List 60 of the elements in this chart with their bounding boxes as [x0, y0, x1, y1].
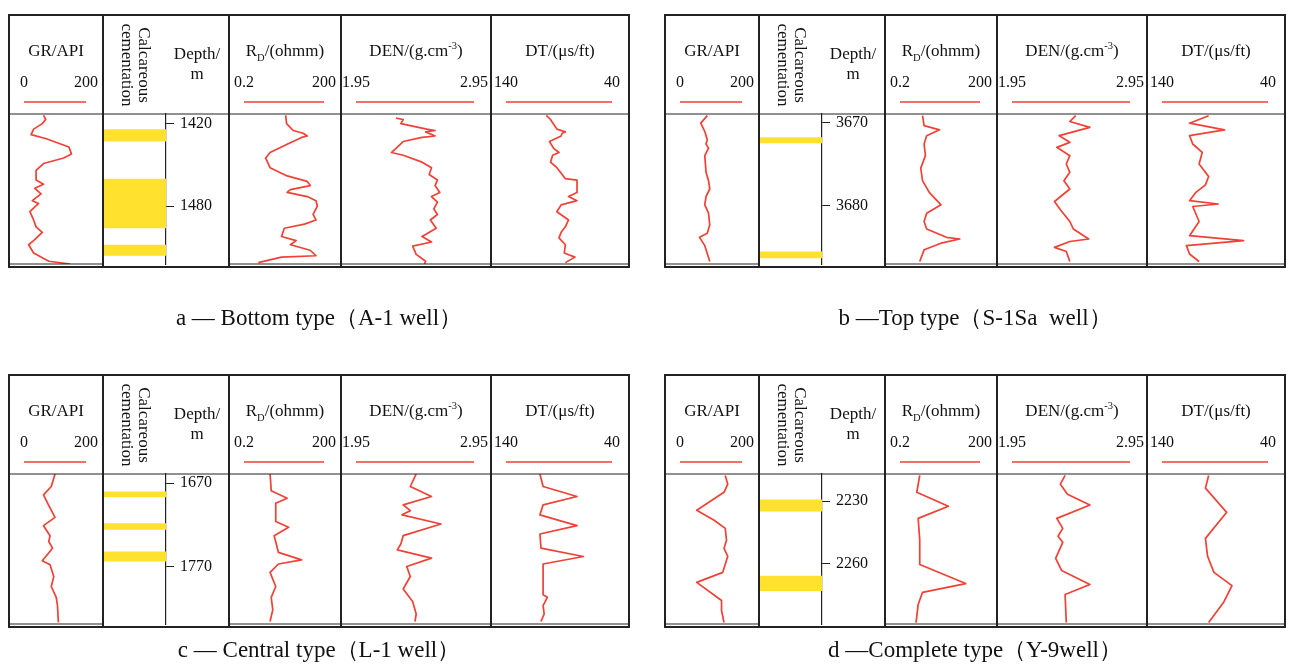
- x-tick-label: 0.2: [234, 72, 254, 90]
- chart-title: DT/(μs/ft): [525, 401, 595, 421]
- x-tick-label: 200: [74, 432, 98, 450]
- text: c — Central type（L-1 well）: [176, 636, 462, 664]
- chart-title: GR/API: [28, 401, 85, 421]
- x-tick-label: 2.95: [1116, 72, 1144, 90]
- y-axis-title: Depth/m: [173, 404, 221, 444]
- x-tick-label: 0.2: [890, 432, 910, 450]
- x-tick-label: 1.95: [342, 432, 370, 450]
- text: d —Complete type（Y-9well）: [827, 636, 1123, 664]
- x-tick-label: 2.95: [1116, 432, 1144, 450]
- chart-title: Calcareous cementation: [118, 23, 155, 108]
- x-tick-label: 200: [312, 72, 336, 90]
- text: b —Top type（S-1Sa well）: [837, 304, 1113, 332]
- x-tick-label: 0: [676, 72, 684, 90]
- x-tick-label: 40: [1260, 432, 1276, 450]
- y-tick-label: 1670: [180, 473, 212, 491]
- x-tick-label: 200: [730, 72, 754, 90]
- x-tick-label: 0.2: [234, 432, 254, 450]
- x-tick-label: 200: [312, 432, 336, 450]
- y-tick-label: 1770: [180, 556, 212, 574]
- x-tick-label: 200: [74, 72, 98, 90]
- y-axis-title: Depth/m: [829, 44, 877, 84]
- x-tick-label: 1.95: [998, 72, 1026, 90]
- chart-title: Calcareous cementation: [774, 383, 811, 468]
- text: a — Bottom type（A-1 well）: [174, 304, 464, 332]
- x-tick-label: 0.2: [890, 72, 910, 90]
- x-tick-label: 200: [730, 432, 754, 450]
- x-tick-label: 40: [604, 72, 620, 90]
- y-tick-label: 3680: [836, 195, 868, 213]
- y-tick-label: 1480: [180, 196, 212, 214]
- x-tick-label: 140: [494, 432, 518, 450]
- y-tick-label: 2260: [836, 553, 868, 571]
- x-tick-label: 200: [968, 72, 992, 90]
- chart-title: GR/API: [684, 41, 741, 61]
- y-tick-label: 3670: [836, 112, 868, 130]
- x-tick-label: 140: [1150, 432, 1174, 450]
- x-tick-label: 200: [968, 432, 992, 450]
- chart-title: Calcareous cementation: [118, 383, 155, 468]
- y-tick-label: 2230: [836, 491, 868, 509]
- x-tick-label: 140: [494, 72, 518, 90]
- y-axis-title: Depth/m: [829, 404, 877, 444]
- x-tick-label: 0: [20, 432, 28, 450]
- chart-title: GR/API: [684, 401, 741, 421]
- x-tick-label: 140: [1150, 72, 1174, 90]
- chart-title: DT/(μs/ft): [525, 41, 595, 61]
- x-tick-label: 2.95: [460, 432, 488, 450]
- y-axis-title: Depth/m: [173, 44, 221, 84]
- x-tick-label: 40: [1260, 72, 1276, 90]
- x-tick-label: 1.95: [998, 432, 1026, 450]
- x-tick-label: 40: [604, 432, 620, 450]
- x-tick-label: 0: [20, 72, 28, 90]
- x-tick-label: 1.95: [342, 72, 370, 90]
- x-tick-label: 2.95: [460, 72, 488, 90]
- chart-title: Calcareous cementation: [774, 23, 811, 108]
- y-tick-label: 1420: [180, 113, 212, 131]
- chart-title: DT/(μs/ft): [1181, 401, 1251, 421]
- chart-title: DT/(μs/ft): [1181, 41, 1251, 61]
- chart-title: GR/API: [28, 41, 85, 61]
- x-tick-label: 0: [676, 432, 684, 450]
